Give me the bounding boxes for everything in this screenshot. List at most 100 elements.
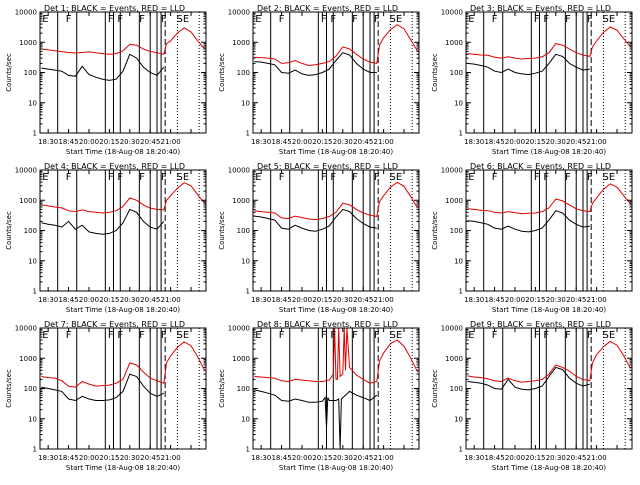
y-tick-label: 1000 — [19, 197, 37, 205]
x-tick-label: 20:45 — [353, 296, 373, 304]
x-tick-label: 20:45 — [353, 138, 373, 146]
x-tick-label: 20:45 — [140, 138, 160, 146]
segment-flag-letter: F — [587, 172, 593, 183]
x-tick-label: 18:30 — [38, 138, 58, 146]
chart-panel-det-7: 18:30 18:45 20:00 20:15 20:30 20:45 21:00 1 10 10… — [5, 320, 207, 472]
x-tick-label: 20:45 — [566, 296, 586, 304]
y-tick-label: 1000 — [445, 355, 463, 363]
y-tick-label: 10000 — [228, 167, 250, 175]
y-axis-label: Counts/sec — [218, 211, 226, 250]
x-axis-label: Start Time (18-Aug-08 18:20:40) — [279, 464, 393, 472]
segment-flag-letter: F — [321, 14, 327, 25]
chart-panel-det-9: 18:30 18:45 20:00 20:15 20:30 20:45 21:00 1 10 10… — [431, 320, 633, 472]
y-tick-label: 1 — [33, 130, 37, 138]
plot-frame — [39, 169, 207, 292]
segment-flag-letter: SE — [177, 172, 190, 183]
segment-flag-letter: E — [42, 172, 48, 183]
segment-flag-letter: F — [492, 172, 498, 183]
x-tick-label: 20:15 — [99, 138, 119, 146]
chart-panel-det-3: 18:30 18:45 20:00 20:15 20:30 20:45 21:00 1 10 10… — [431, 4, 633, 156]
events-series-line — [254, 389, 378, 450]
x-tick-label: 20:00 — [505, 138, 525, 146]
x-tick-label: 18:45 — [271, 296, 291, 304]
x-tick-label: 20:45 — [566, 454, 586, 462]
y-tick-label: 10000 — [15, 167, 37, 175]
x-tick-label: 20:45 — [140, 296, 160, 304]
y-axis-label: Counts/sec — [431, 53, 439, 92]
lld-series-line — [467, 26, 631, 60]
segment-flag-letter: F — [330, 14, 336, 25]
y-axis-label: Counts/sec — [5, 211, 13, 250]
x-tick-label: 20:30 — [333, 454, 353, 462]
panel-title: Det 8: BLACK = Events, RED = LLD — [257, 320, 398, 329]
x-tick-label: 20:45 — [353, 454, 373, 462]
x-tick-label: 18:45 — [484, 138, 504, 146]
x-axis-label: Start Time (18-Aug-08 18:20:40) — [492, 464, 606, 472]
y-tick-label: 10000 — [15, 325, 37, 333]
lld-series-line — [41, 182, 205, 214]
lld-series-line — [467, 340, 632, 383]
lld-series-line — [254, 24, 419, 67]
y-tick-label: 100 — [450, 227, 463, 235]
events-series-line — [254, 208, 377, 232]
x-tick-label: 20:30 — [546, 138, 566, 146]
segment-flag-letter: F — [587, 330, 593, 341]
segment-flag-letter: F — [492, 330, 498, 341]
lld-series-line — [254, 327, 419, 384]
panel-title: Det 5: BLACK = Events, RED = LLD — [257, 162, 398, 171]
segment-flag-letter: SE — [603, 172, 616, 183]
segment-flag-letter: F — [117, 172, 123, 183]
events-series-line — [467, 210, 590, 233]
segment-flag-letter: SE — [603, 14, 616, 25]
x-tick-label: 20:30 — [546, 296, 566, 304]
segment-flag-letter: F — [587, 14, 593, 25]
x-tick-label: 21:00 — [587, 454, 607, 462]
x-tick-label: 20:00 — [505, 454, 525, 462]
x-tick-label: 20:15 — [525, 138, 545, 146]
segment-flag-letter: F — [321, 330, 327, 341]
segment-flag-letter: F — [117, 14, 123, 25]
x-axis-label: Start Time (18-Aug-08 18:20:40) — [66, 464, 180, 472]
x-tick-label: 18:45 — [58, 138, 78, 146]
x-tick-label: 21:00 — [587, 138, 607, 146]
y-tick-label: 100 — [237, 227, 250, 235]
x-tick-label: 21:00 — [374, 454, 394, 462]
segment-flag-letter: F — [279, 14, 285, 25]
segment-flag-letter: SE — [390, 14, 403, 25]
chart-panel-det-8: 18:30 18:45 20:00 20:15 20:30 20:45 21:00 1 10 10… — [218, 320, 420, 472]
plot-frame — [252, 327, 420, 450]
y-tick-label: 10 — [241, 257, 250, 265]
y-tick-label: 100 — [237, 385, 250, 393]
x-tick-label: 20:00 — [79, 138, 99, 146]
lld-series-line — [254, 181, 419, 221]
y-tick-label: 100 — [237, 69, 250, 77]
y-tick-label: 1 — [246, 130, 250, 138]
x-tick-label: 18:30 — [464, 454, 484, 462]
y-tick-label: 1 — [459, 288, 463, 296]
segment-flag-letter: F — [161, 14, 167, 25]
segment-flag-letter: F — [492, 14, 498, 25]
y-tick-label: 10000 — [441, 9, 463, 17]
x-tick-label: 18:45 — [484, 454, 504, 462]
y-tick-label: 100 — [24, 227, 37, 235]
segment-flag-letter: E — [468, 172, 474, 183]
segment-flag-letter: F — [108, 14, 114, 25]
x-tick-label: 20:00 — [505, 296, 525, 304]
y-tick-label: 10 — [28, 415, 37, 423]
x-tick-label: 21:00 — [374, 296, 394, 304]
plot-frame — [39, 327, 207, 450]
x-tick-label: 18:30 — [251, 296, 271, 304]
y-tick-label: 1000 — [232, 39, 250, 47]
y-tick-label: 10 — [454, 415, 463, 423]
events-series-line — [41, 53, 165, 81]
segment-flag-letter: F — [139, 14, 145, 25]
lld-series-line — [41, 341, 206, 388]
y-tick-label: 10000 — [228, 9, 250, 17]
x-tick-label: 18:45 — [58, 296, 78, 304]
y-tick-label: 10 — [241, 415, 250, 423]
y-axis-label: Counts/sec — [431, 211, 439, 250]
y-tick-label: 10000 — [15, 9, 37, 17]
segment-flag-letter: F — [66, 14, 72, 25]
events-series-line — [254, 52, 377, 76]
